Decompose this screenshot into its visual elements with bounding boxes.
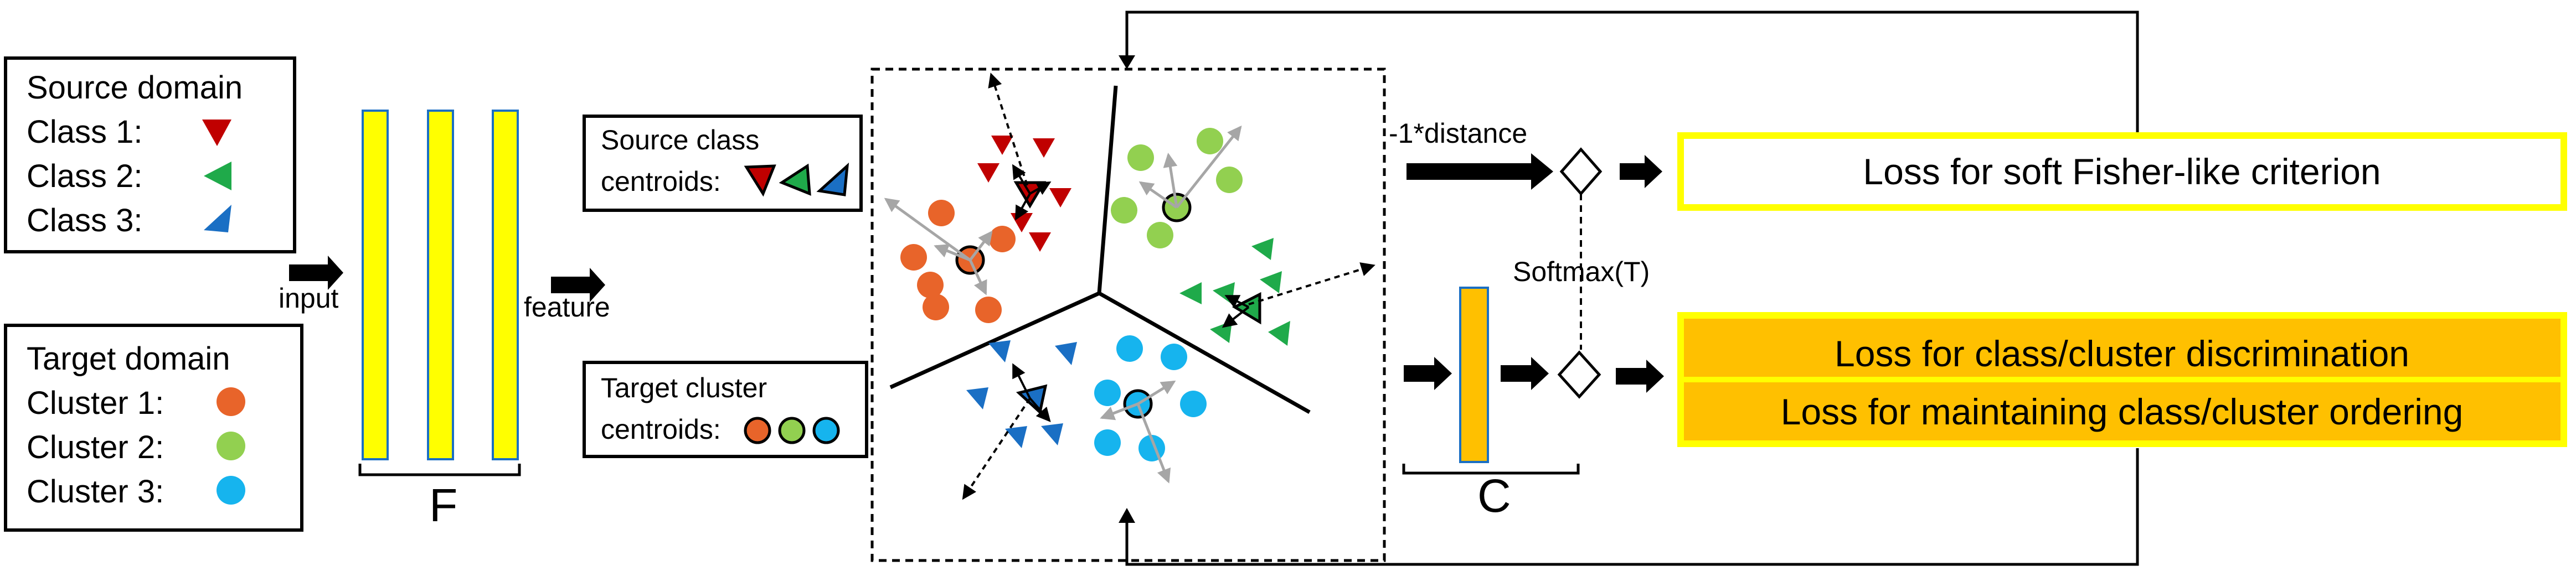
feature-arrow <box>551 268 605 302</box>
target-centroid-cluster-2-icon <box>778 417 806 444</box>
classifier-output-arrow <box>1501 357 1549 390</box>
distance-softmax-diamond <box>1559 147 1603 196</box>
target-cluster-3-label: Cluster 3: <box>27 474 164 510</box>
fisher-loss-label: Loss for soft Fisher-like criterion <box>1863 151 2381 192</box>
classifier-loss-box: Loss for class/cluster discrimination Lo… <box>1677 312 2567 447</box>
feature-label: feature <box>524 292 610 323</box>
class-3-centroid <box>1016 384 1048 415</box>
distance-arrow <box>1407 153 1553 190</box>
fisher-loss-box: Loss for soft Fisher-like criterion <box>1677 132 2567 211</box>
source-centroid-class-3-icon <box>816 162 849 196</box>
cluster-2-group <box>1111 125 1243 248</box>
source-centroids-line1: Source class <box>601 124 759 155</box>
target-centroids-box: Target cluster centroids: <box>583 361 868 458</box>
fisher-loss-arrow <box>1620 155 1662 188</box>
ordering-loss-label: Loss for maintaining class/cluster order… <box>1781 391 2464 432</box>
cluster-3-circle-icon <box>217 476 245 505</box>
to-classifier-arrow <box>1404 357 1452 390</box>
cluster-1-circle-icon <box>217 387 245 416</box>
target-centroids-line2: centroids: <box>601 414 721 445</box>
feedback-bottom-arrow <box>1119 448 2139 566</box>
target-legend-title: Target domain <box>27 341 230 377</box>
source-centroids-line2: centroids: <box>601 166 721 197</box>
classifier-loss-arrow <box>1616 360 1664 393</box>
source-class-1-label: Class 1: <box>27 114 143 150</box>
target-cluster-2-label: Cluster 2: <box>27 429 164 465</box>
c-label: C <box>1477 470 1511 522</box>
class-3-group <box>962 340 1077 500</box>
target-domain-legend: Target domain Cluster 1: Cluster 2: Clus… <box>4 324 303 532</box>
source-domain-legend: Source domain Class 1: Class 2: Class 3: <box>4 56 296 253</box>
feature-space-panel <box>870 68 1386 562</box>
source-centroid-class-2-icon <box>779 163 811 196</box>
softmax-label: Softmax(T) <box>1513 256 1650 287</box>
f-label: F <box>429 479 457 531</box>
cluster-2-circle-icon <box>217 432 245 460</box>
target-centroid-cluster-3-icon <box>812 417 840 444</box>
class-1-group <box>977 72 1071 252</box>
input-arrow <box>289 256 343 290</box>
source-class-2-label: Class 2: <box>27 158 143 194</box>
target-cluster-1-label: Cluster 1: <box>27 385 164 421</box>
feedback-top-arrow <box>1119 11 2139 172</box>
discrimination-loss-label: Loss for class/cluster discrimination <box>1835 333 2409 374</box>
cluster-1-group <box>884 198 1016 323</box>
classifier-c <box>1402 287 1580 475</box>
class-2-triangle-icon <box>204 162 231 190</box>
distance-label: -1*distance <box>1389 118 1527 149</box>
target-centroid-cluster-1-icon <box>744 417 771 444</box>
class-1-triangle-icon <box>202 120 231 146</box>
class-2-group <box>1179 238 1375 346</box>
source-centroids-box: Source class centroids: <box>583 115 863 212</box>
source-class-3-label: Class 3: <box>27 203 143 238</box>
source-legend-title: Source domain <box>27 70 243 106</box>
cluster-3-group <box>1094 335 1207 484</box>
source-centroid-class-1-icon <box>744 164 776 197</box>
target-centroids-line1: Target cluster <box>601 372 767 403</box>
classifier-softmax-diamond <box>1557 350 1601 399</box>
class-3-triangle-icon <box>204 205 231 232</box>
feature-extractor-f <box>358 110 521 476</box>
input-label: input <box>279 283 339 314</box>
